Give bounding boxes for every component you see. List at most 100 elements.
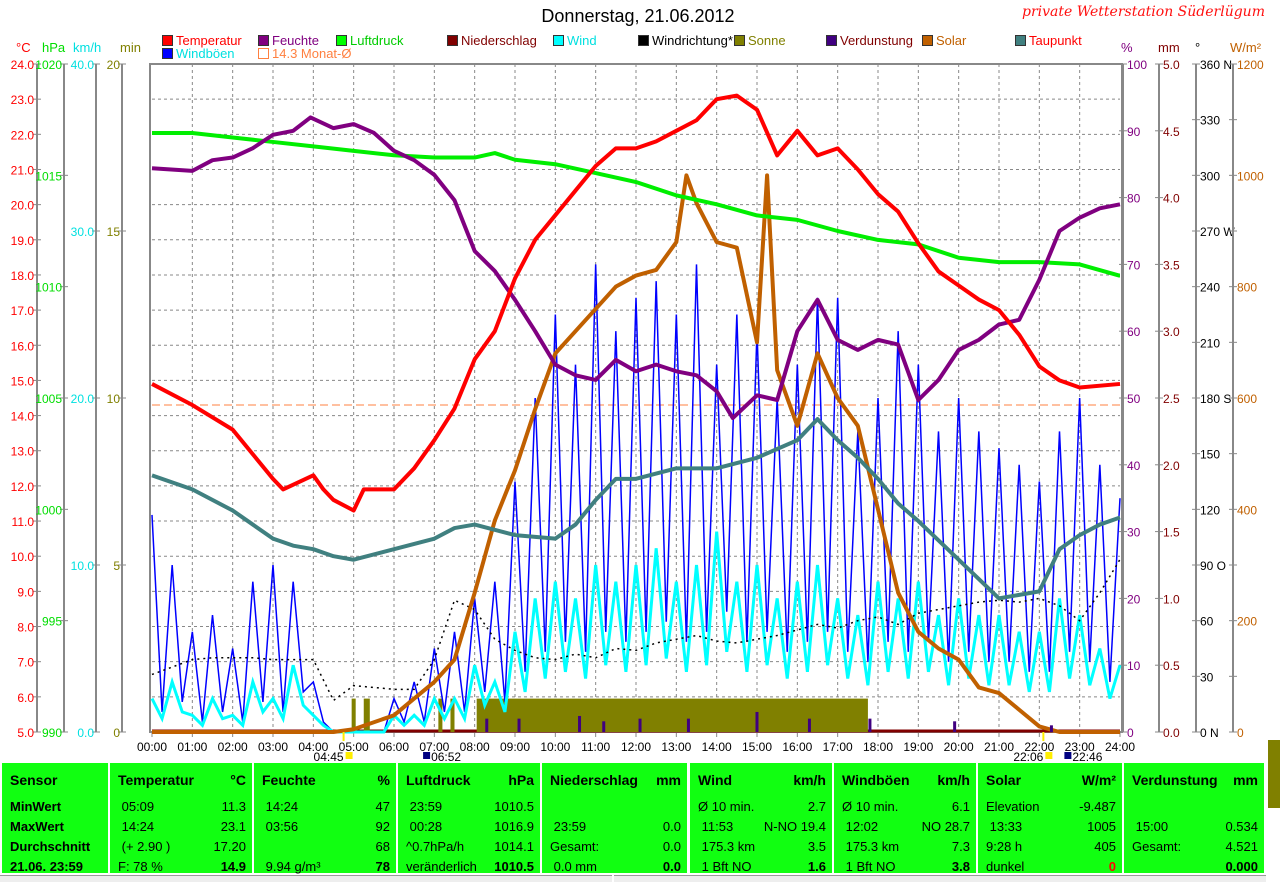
stats-value: 1.6 bbox=[807, 859, 826, 874]
stats-label: MaxWert bbox=[10, 819, 64, 834]
stats-label: 1 Bft NO bbox=[842, 859, 896, 874]
stats-value: 1010.5 bbox=[494, 859, 534, 874]
legend-label: Solar bbox=[936, 33, 967, 48]
axis-label-humidity: 100 bbox=[1127, 58, 1147, 72]
stats-value: 405 bbox=[1094, 839, 1116, 854]
series-feuchte bbox=[151, 115, 1121, 421]
stats-column-sensor: Sensor MinWert MaxWert Durchschnitt 21.06. 2… bbox=[2, 763, 108, 874]
axis-label-temp: 8.0 bbox=[17, 621, 34, 635]
unit-label-temp: °C bbox=[16, 40, 31, 55]
stats-value: 2.7 bbox=[807, 799, 826, 814]
event-time-label: 22:46 bbox=[1072, 750, 1102, 762]
legend-label: Sonne bbox=[748, 33, 786, 48]
stats-column-solar: Solar W/m² Elevation -9.487 13:33 1005 9:28 h… bbox=[978, 763, 1122, 874]
axis-label-rain: 0.5 bbox=[1163, 659, 1180, 673]
stats-unit: km/h bbox=[937, 772, 970, 788]
legend-label: Wind bbox=[567, 33, 597, 48]
axis-label-humidity: 0 bbox=[1127, 726, 1134, 740]
axis-label-humidity: 30 bbox=[1127, 526, 1141, 540]
legend-swatch bbox=[162, 48, 173, 59]
stats-value: NO 28.7 bbox=[921, 819, 970, 834]
stats-header: Luftdruck bbox=[406, 772, 471, 788]
legend-swatch bbox=[638, 35, 649, 46]
legend-label: 14.3 Monat-Ø bbox=[272, 46, 352, 61]
legend-item: Feuchte bbox=[258, 33, 319, 48]
x-tick-label: 02:00 bbox=[218, 740, 248, 754]
stats-unit: °C bbox=[230, 772, 246, 788]
stats-value: 0.0 bbox=[662, 819, 681, 834]
station-brand: private Wetterstation Süderlügum bbox=[1022, 4, 1265, 20]
axis-label-rain: 1.0 bbox=[1163, 592, 1180, 606]
series-wind bbox=[150, 531, 1122, 734]
stats-label: Durchschnitt bbox=[10, 839, 91, 854]
stats-label: 1 Bft NO bbox=[698, 859, 752, 874]
stats-label: Gesamt: bbox=[1132, 839, 1182, 854]
x-tick-label: 17:00 bbox=[823, 740, 853, 754]
stats-label: 175.3 km bbox=[698, 839, 756, 854]
stats-label: Elevation bbox=[986, 799, 1040, 814]
weather-chart: 24.0 23.0 22.0 21.0 20.0 19.0 18.0 17.0 16.0 15.0… bbox=[11, 58, 1264, 762]
stats-value: 1005 bbox=[1087, 819, 1116, 834]
x-tick-label: 10:00 bbox=[540, 740, 570, 754]
stats-value: 0.534 bbox=[1225, 819, 1258, 834]
stats-label: dunkel bbox=[986, 859, 1025, 874]
stats-label: ^0.7hPa/h bbox=[406, 839, 465, 854]
axis-label-humidity: 10 bbox=[1127, 659, 1141, 673]
x-tick-label: 18:00 bbox=[863, 740, 893, 754]
axis-label-rain: 2.5 bbox=[1163, 392, 1180, 406]
x-tick-label: 01:00 bbox=[177, 740, 207, 754]
stats-value: 68 bbox=[375, 839, 390, 854]
legend-label: Windrichtung* bbox=[652, 33, 733, 48]
x-tick-label: 22:00 bbox=[1024, 740, 1054, 754]
moon-icon bbox=[1064, 752, 1072, 759]
stats-label: 21.06. 23:59 bbox=[10, 859, 84, 874]
legend-label: Feuchte bbox=[272, 33, 319, 48]
axis-label-rain: 3.0 bbox=[1163, 325, 1180, 339]
axis-label-temp: 9.0 bbox=[17, 585, 34, 599]
stats-label: 23:59 bbox=[406, 799, 443, 814]
x-tick-label: 04:00 bbox=[298, 740, 328, 754]
axis-label-rain: 0.0 bbox=[1163, 726, 1180, 740]
unit-label-rain: mm bbox=[1158, 40, 1180, 55]
stats-column-windböen: Windböen km/h Ø 10 min. 6.1 12:02 NO 28.7 17… bbox=[834, 763, 976, 874]
axis-label-direction: 210 bbox=[1200, 336, 1220, 350]
axis-label-direction: 90 O bbox=[1200, 559, 1226, 573]
legend-swatch bbox=[1015, 35, 1026, 46]
x-tick-label: 16:00 bbox=[782, 740, 812, 754]
x-tick-label: 03:00 bbox=[258, 740, 288, 754]
axis-label-pressure: 1015 bbox=[35, 169, 62, 183]
legend-label: Taupunkt bbox=[1029, 33, 1082, 48]
status-strip bbox=[614, 875, 1266, 882]
stats-value: 11.3 bbox=[221, 799, 246, 814]
stats-header: Wind bbox=[698, 772, 733, 788]
legend-label: Temperatur bbox=[176, 33, 242, 48]
axis-label-temp: 18.0 bbox=[11, 269, 35, 283]
axis-label-humidity: 20 bbox=[1127, 592, 1141, 606]
stats-value: 7.3 bbox=[951, 839, 970, 854]
legend-swatch bbox=[826, 35, 837, 46]
legend-item: Verdunstung bbox=[826, 33, 913, 48]
chart-title: Donnerstag, 21.06.2012 bbox=[541, 6, 735, 26]
axis-label-direction: 0 N bbox=[1200, 726, 1219, 740]
legend-swatch bbox=[258, 35, 269, 46]
stats-value: 3.8 bbox=[951, 859, 970, 874]
x-tick-label: 13:00 bbox=[661, 740, 691, 754]
sun-icon bbox=[345, 752, 353, 759]
x-tick-label: 06:00 bbox=[379, 740, 409, 754]
axis-label-rain: 4.5 bbox=[1163, 125, 1180, 139]
series-solar bbox=[152, 173, 1120, 734]
axis-label-pressure: 1005 bbox=[35, 392, 62, 406]
stats-unit: km/h bbox=[793, 772, 826, 788]
x-tick-label: 19:00 bbox=[903, 740, 933, 754]
stats-header: Windböen bbox=[842, 772, 910, 788]
series-luftdruck bbox=[152, 131, 1122, 278]
axis-label-solar: 0 bbox=[1237, 726, 1244, 740]
stats-header: Verdunstung bbox=[1132, 772, 1218, 788]
stats-value: -9.487 bbox=[1079, 799, 1116, 814]
side-thumbnail bbox=[1268, 740, 1280, 808]
x-tick-label: 05:00 bbox=[339, 740, 369, 754]
stats-label: 13:33 bbox=[986, 819, 1023, 834]
stats-label: Gesamt: bbox=[550, 839, 600, 854]
axis-label-direction: 270 W bbox=[1200, 225, 1235, 239]
stats-label: MinWert bbox=[10, 799, 62, 814]
